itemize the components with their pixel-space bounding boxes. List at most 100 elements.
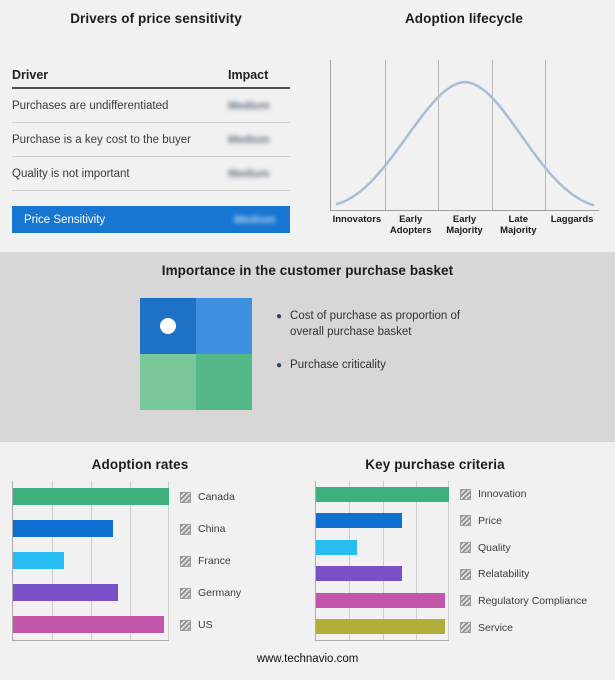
legend-item: Innovation — [460, 488, 587, 500]
legend-swatch-icon — [460, 622, 471, 634]
bar-innovation — [316, 486, 449, 502]
table-row: Purchase is a key cost to the buyer Medi… — [12, 123, 290, 157]
legend-swatch-icon — [460, 515, 471, 527]
legend-label: US — [198, 619, 213, 631]
legend-item: France — [180, 555, 241, 567]
bullet-icon: ● — [276, 311, 283, 322]
driver-label: Purchase is a key cost to the buyer — [12, 133, 191, 146]
lifecycle-chart — [330, 60, 599, 211]
legend-label: France — [198, 555, 231, 567]
bar-service — [316, 619, 445, 635]
legend-item: Relatability — [460, 568, 587, 580]
stage-label: Innovators — [332, 214, 382, 225]
bar-row — [316, 486, 449, 502]
price-sensitivity-label: Price Sensitivity — [24, 213, 106, 226]
bar-row — [316, 539, 449, 555]
bar-row — [13, 488, 169, 506]
legend: Innovation Price Quality Relatability Regula… — [460, 481, 587, 641]
bar-row — [13, 520, 169, 538]
driver-label: Purchases are undifferentiated — [12, 99, 169, 112]
bar-france — [13, 551, 65, 569]
col-header-impact: Impact — [228, 67, 269, 82]
footer-url: www.technavio.com — [256, 653, 359, 665]
bar-us — [13, 615, 165, 633]
table-row: Quality is not important Medium — [12, 157, 290, 191]
stage-label: Late Majority — [500, 214, 537, 237]
legend-item: China — [180, 523, 241, 535]
bar-china — [13, 520, 113, 538]
quadrant-top-right — [196, 298, 252, 354]
bar-quality — [316, 539, 358, 555]
basket-panel: Importance in the customer purchase bask… — [0, 252, 615, 442]
legend-item: Price — [460, 515, 587, 527]
bullet-text: Purchase criticality — [290, 359, 386, 372]
bar-price — [316, 513, 403, 529]
price-sensitivity-row: Price Sensitivity Medium — [12, 206, 290, 233]
bar-canada — [13, 488, 169, 506]
bar-relatability — [316, 566, 403, 582]
legend-label: Quality — [478, 541, 511, 554]
bar-row — [13, 615, 169, 633]
bar-row — [316, 592, 449, 608]
plot-area — [12, 481, 169, 641]
stage-label: Early Majority — [446, 214, 483, 237]
basket-bullet-list: ● Cost of purchase as proportion of over… — [276, 308, 508, 391]
bullet-icon: ● — [276, 360, 283, 372]
key-purchase-criteria-title: Key purchase criteria — [365, 457, 505, 472]
driver-label: Quality is not important — [12, 167, 130, 180]
legend-item: Quality — [460, 542, 587, 554]
legend-item: Germany — [180, 587, 241, 599]
stage-label: Early Adopters — [389, 214, 432, 237]
legend-swatch-icon — [180, 491, 191, 503]
legend-swatch-icon — [180, 555, 191, 567]
col-header-driver: Driver — [12, 67, 49, 82]
plot-area — [315, 481, 449, 641]
legend-label: Price — [478, 514, 502, 527]
lifecycle-title: Adoption lifecycle — [404, 11, 524, 26]
impact-value: Medium — [228, 133, 270, 146]
gridline — [415, 481, 417, 640]
key-purchase-criteria-chart: Innovation Price Quality Relatability Regula… — [315, 481, 587, 641]
gridline — [91, 481, 92, 640]
legend-item: Canada — [180, 491, 241, 503]
bar-row — [13, 551, 169, 569]
gridline — [382, 481, 384, 640]
position-dot — [160, 318, 176, 334]
impact-value: Medium — [234, 213, 276, 226]
bar-regulatory-compliance — [316, 592, 445, 608]
quadrant-top-left — [140, 298, 196, 354]
bell-curve-path — [335, 80, 595, 207]
gridline — [349, 481, 351, 640]
bullet-text: Cost of purchase as proportion of overal… — [290, 310, 461, 339]
lifecycle-stage-labels: Innovators Early Adopters Early Majority… — [330, 214, 599, 237]
bar-row — [13, 583, 169, 601]
legend: Canada China France Germany US — [180, 481, 241, 641]
legend-swatch-icon — [460, 488, 471, 500]
impact-value: Medium — [228, 99, 270, 112]
table-row: Purchases are undifferentiated Medium — [12, 89, 290, 123]
bar-row — [316, 566, 449, 582]
bar-row — [316, 619, 449, 635]
bullet-item: ● Purchase criticality — [276, 357, 508, 374]
bar-germany — [13, 583, 118, 601]
legend-swatch-icon — [180, 523, 191, 535]
legend-swatch-icon — [460, 595, 471, 607]
legend-swatch-icon — [460, 568, 471, 580]
bell-curve — [335, 80, 595, 207]
gridline — [448, 481, 449, 640]
legend-label: Regulatory Compliance — [478, 594, 588, 607]
drivers-title: Drivers of price sensitivity — [70, 11, 242, 26]
quadrant-bottom-right — [196, 354, 252, 410]
legend-label: Innovation — [478, 488, 527, 501]
gridline — [438, 60, 440, 210]
gridline — [545, 60, 547, 210]
legend-swatch-icon — [460, 542, 471, 554]
legend-label: Germany — [198, 587, 242, 599]
legend-label: China — [198, 523, 226, 535]
gridline — [491, 60, 493, 210]
drivers-table: Driver Impact Purchases are undifferenti… — [12, 62, 290, 233]
bullet-item: ● Cost of purchase as proportion of over… — [276, 308, 508, 340]
legend-item: Regulatory Compliance — [460, 595, 587, 607]
basket-title: Importance in the customer purchase bask… — [161, 263, 454, 278]
legend-swatch-icon — [180, 619, 191, 631]
